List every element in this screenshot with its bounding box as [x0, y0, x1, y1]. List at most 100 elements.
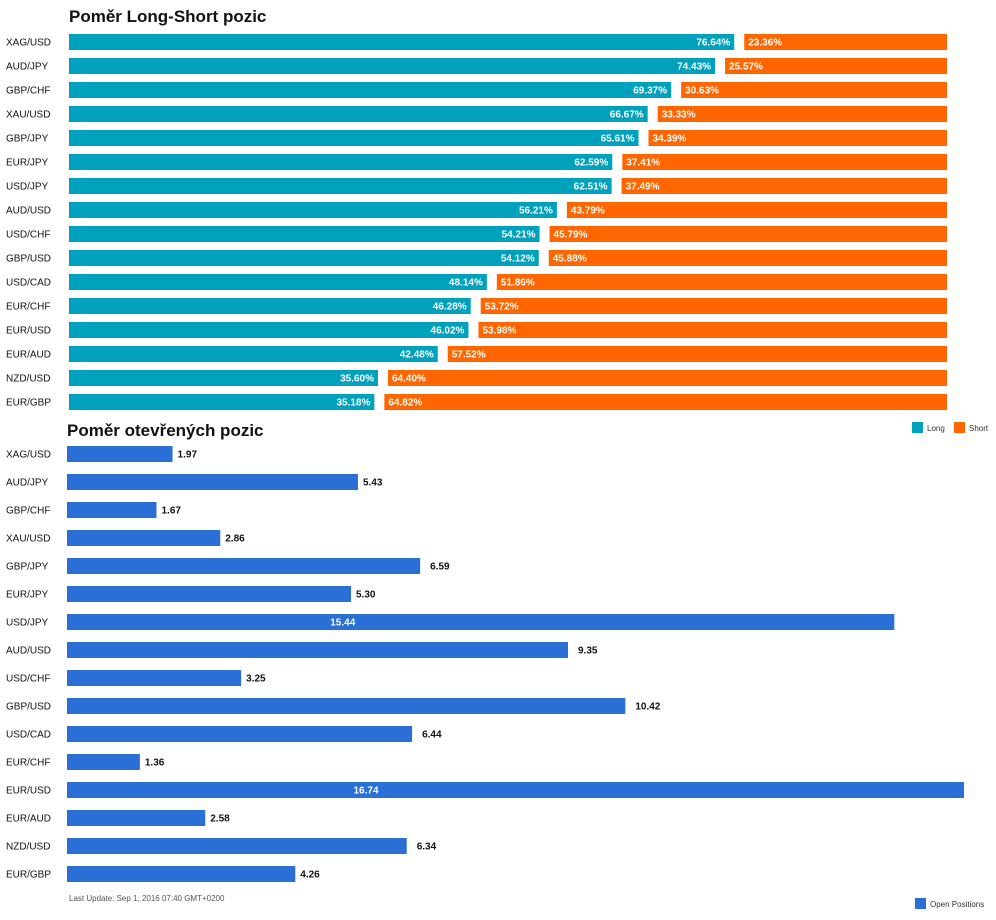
short-bar-label: 43.79%: [571, 206, 605, 217]
open-positions-bar: [67, 838, 407, 854]
long-bar: [69, 202, 557, 218]
open-positions-bar: [67, 614, 895, 630]
long-bar: [69, 34, 735, 50]
short-bar-label: 37.41%: [626, 158, 660, 169]
open-positions-bar: [67, 642, 569, 658]
long-bar-label: 69.37%: [633, 86, 667, 97]
ls-category-label: EUR/CHF: [6, 302, 50, 313]
short-bar-label: 23.36%: [748, 38, 782, 49]
long-bar: [69, 370, 379, 386]
short-bar: [384, 394, 947, 410]
open-positions-bar-label: 6.34: [417, 842, 437, 853]
short-bar-label: 53.98%: [482, 326, 516, 337]
open-positions-bar-label: 9.35: [578, 646, 598, 657]
open-positions-bar-label: 5.30: [356, 590, 376, 601]
short-bar: [621, 178, 947, 194]
long-bar-label: 56.21%: [519, 206, 553, 217]
ls-category-label: EUR/USD: [6, 326, 51, 337]
short-bar: [725, 58, 947, 74]
short-bar-label: 64.82%: [388, 398, 422, 409]
open-positions-bar: [67, 726, 413, 742]
legend-open-label: Open Positions: [930, 900, 984, 909]
long-short-chart-title: Poměr Long-Short pozic: [69, 7, 267, 26]
long-bar-label: 76.64%: [696, 38, 730, 49]
open-positions-bar: [67, 866, 296, 882]
legend-short-swatch: [954, 422, 965, 433]
open-positions-bar-label: 10.42: [635, 702, 660, 713]
open-positions-bar-label: 1.97: [178, 450, 198, 461]
ls-category-label: USD/CHF: [6, 230, 50, 241]
open-positions-bar-label: 6.44: [422, 730, 442, 741]
op-category-label: EUR/USD: [6, 786, 51, 797]
legend-long-label: Long: [927, 424, 945, 433]
short-bar-label: 33.33%: [662, 110, 696, 121]
op-category-label: USD/CAD: [6, 730, 51, 741]
long-bar: [69, 58, 716, 74]
op-category-label: EUR/AUD: [6, 814, 51, 825]
op-category-label: EUR/GBP: [6, 870, 51, 881]
short-bar: [566, 202, 947, 218]
long-bar-label: 46.02%: [431, 326, 465, 337]
op-category-label: GBP/CHF: [6, 506, 50, 517]
open-positions-bar: [67, 782, 964, 798]
long-bar-label: 54.21%: [502, 230, 536, 241]
legend-open-swatch: [915, 898, 926, 909]
long-bar: [69, 274, 487, 290]
open-positions-bar-label: 4.26: [300, 870, 320, 881]
open-positions-bar: [67, 586, 351, 602]
op-category-label: USD/CHF: [6, 674, 50, 685]
long-bar-label: 62.51%: [574, 182, 608, 193]
op-category-label: XAG/USD: [6, 450, 51, 461]
op-category-label: NZD/USD: [6, 842, 50, 853]
last-update-text: Last Update: Sep 1, 2016 07:40 GMT+0200: [69, 894, 225, 903]
short-bar: [549, 226, 947, 242]
short-bar-label: 34.39%: [652, 134, 686, 145]
long-bar-label: 62.59%: [574, 158, 608, 169]
long-bar-label: 65.61%: [601, 134, 635, 145]
open-positions-bar-label: 1.67: [161, 506, 181, 517]
op-category-label: EUR/CHF: [6, 758, 50, 769]
short-bar: [657, 106, 947, 122]
op-category-label: GBP/USD: [6, 702, 51, 713]
short-bar: [648, 130, 947, 146]
open-positions-bar: [67, 558, 421, 574]
open-positions-bar: [67, 810, 206, 826]
ls-category-label: XAG/USD: [6, 38, 51, 49]
op-category-label: XAU/USD: [6, 534, 50, 545]
short-bar-label: 53.72%: [485, 302, 519, 313]
ls-category-label: EUR/GBP: [6, 398, 51, 409]
long-bar: [69, 154, 613, 170]
short-bar: [447, 346, 947, 362]
ls-category-label: EUR/JPY: [6, 158, 49, 169]
op-category-label: GBP/JPY: [6, 562, 49, 573]
short-bar-label: 37.49%: [626, 182, 660, 193]
open-positions-bar: [67, 530, 221, 546]
long-bar-label: 54.12%: [501, 254, 535, 265]
open-positions-bar-label: 2.58: [210, 814, 230, 825]
short-bar-label: 45.88%: [553, 254, 587, 265]
short-bar: [480, 298, 947, 314]
long-bar-label: 74.43%: [677, 62, 711, 73]
short-bar-label: 57.52%: [452, 350, 486, 361]
long-bar: [69, 82, 672, 98]
long-bar: [69, 226, 540, 242]
open-positions-bar-label: 3.25: [246, 674, 266, 685]
short-bar-label: 51.86%: [501, 278, 535, 289]
short-bar-label: 45.79%: [554, 230, 588, 241]
short-bar: [744, 34, 947, 50]
ls-category-label: GBP/USD: [6, 254, 51, 265]
open-positions-chart-title: Poměr otevřených pozic: [67, 421, 264, 440]
long-bar: [69, 250, 539, 266]
open-positions-bar-label: 2.86: [225, 534, 245, 545]
long-bar: [69, 298, 471, 314]
long-bar: [69, 394, 375, 410]
short-bar: [496, 274, 947, 290]
long-bar-label: 35.60%: [340, 374, 374, 385]
short-bar: [478, 322, 947, 338]
long-bar-label: 66.67%: [610, 110, 644, 121]
legend-long-swatch: [912, 422, 923, 433]
long-bar-label: 48.14%: [449, 278, 483, 289]
short-bar: [622, 154, 947, 170]
ls-category-label: NZD/USD: [6, 374, 50, 385]
